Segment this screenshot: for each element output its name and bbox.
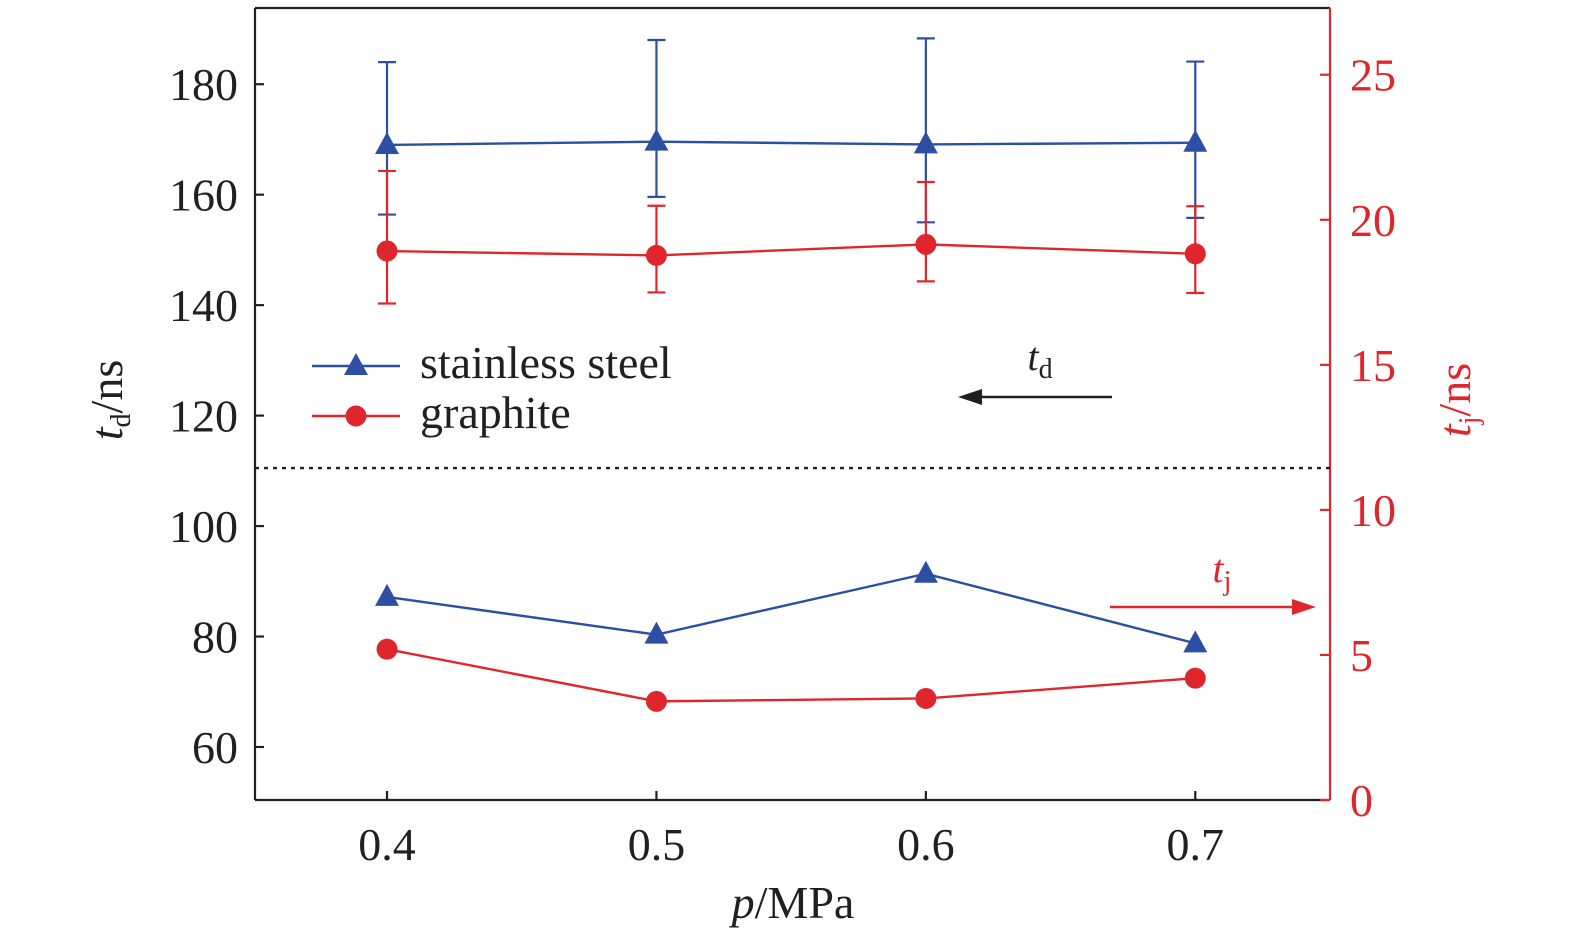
series-tj-triangle <box>375 560 1208 653</box>
series-line <box>386 572 1196 645</box>
label-subscript: d <box>1039 354 1053 385</box>
error-bar <box>647 38 666 198</box>
right-axis-title: tj/ns <box>1429 363 1485 437</box>
data-point-circle <box>376 638 398 660</box>
data-point-circle <box>915 233 937 255</box>
label-subscript: d <box>106 413 137 427</box>
series-line <box>387 140 1196 147</box>
label-subscript: j <box>1223 566 1232 597</box>
right-tick-label: 20 <box>1350 195 1396 246</box>
annotation-label: td <box>1027 334 1052 385</box>
error-bar <box>916 180 935 283</box>
data-point-triangle <box>375 583 400 606</box>
annotation-arrow-head <box>1292 599 1316 615</box>
label-variable: t <box>1429 423 1480 437</box>
right-tick-label: 10 <box>1350 485 1396 536</box>
right-tick-label: 0 <box>1350 775 1373 826</box>
x-tick-label: 0.7 <box>1167 819 1225 870</box>
x-tick-label: 0.4 <box>358 819 416 870</box>
x-tick-label: 0.5 <box>628 819 686 870</box>
legend-entry: stainless steel <box>312 337 672 388</box>
data-point-circle <box>645 244 667 266</box>
data-point-triangle <box>913 560 938 583</box>
x-tick-label: 0.6 <box>897 819 955 870</box>
label-unit: /ns <box>81 360 132 414</box>
left-tick-label: 180 <box>169 59 238 110</box>
plot-frame <box>253 6 1332 802</box>
label-variable: t <box>1213 546 1225 591</box>
series-layer <box>375 37 1208 712</box>
series-tj-circle <box>376 638 1206 712</box>
label-unit: /ns <box>1429 363 1480 417</box>
left-tick-label: 140 <box>169 280 238 331</box>
right-tick-label: 25 <box>1350 50 1396 101</box>
x-axis: 0.4 0.5 0.6 0.7 <box>358 791 1224 870</box>
legend-label: stainless steel <box>420 337 672 388</box>
left-tick-label: 160 <box>169 170 238 221</box>
legend-entry: graphite <box>312 387 571 438</box>
x-axis-title: p/MPa <box>729 877 855 928</box>
data-point-circle <box>915 687 937 709</box>
left-y-axis: 60 80 100 120 140 160 180 <box>169 59 264 773</box>
label-subscript: j <box>1454 417 1485 426</box>
series-td-triangle <box>375 37 1208 224</box>
left-tick-label: 60 <box>192 722 238 773</box>
legend-label: graphite <box>420 387 571 438</box>
data-point-circle <box>1184 667 1206 689</box>
data-point-circle <box>645 690 667 712</box>
series-line <box>386 243 1196 257</box>
data-point-triangle <box>644 128 669 151</box>
left-axis-title: td/ns <box>81 360 137 440</box>
legend-marker-circle <box>345 405 367 427</box>
data-point-triangle <box>644 621 669 644</box>
data-point-circle <box>1184 243 1206 265</box>
left-tick-label: 100 <box>169 501 238 552</box>
legend-marker-triangle <box>344 353 368 375</box>
label-unit: /MPa <box>755 877 855 928</box>
left-tick-label: 120 <box>169 391 238 442</box>
error-bar <box>378 169 397 305</box>
annotation-arrow-head <box>958 389 982 405</box>
label-variable: p <box>729 877 755 928</box>
data-point-triangle <box>375 131 400 154</box>
annotation-label: tj <box>1213 546 1232 597</box>
data-point-triangle <box>1183 129 1208 152</box>
left-tick-label: 80 <box>192 612 238 663</box>
right-y-axis: 0 5 10 15 20 25 <box>1320 50 1396 826</box>
data-point-circle <box>376 240 398 262</box>
right-tick-label: 5 <box>1350 630 1373 681</box>
data-point-triangle <box>913 131 938 154</box>
series-line <box>386 647 1196 703</box>
data-point-triangle <box>1183 630 1208 653</box>
label-variable: t <box>81 426 132 440</box>
label-variable: t <box>1027 334 1039 379</box>
series-td-circle <box>376 169 1206 305</box>
right-tick-label: 15 <box>1350 340 1396 391</box>
